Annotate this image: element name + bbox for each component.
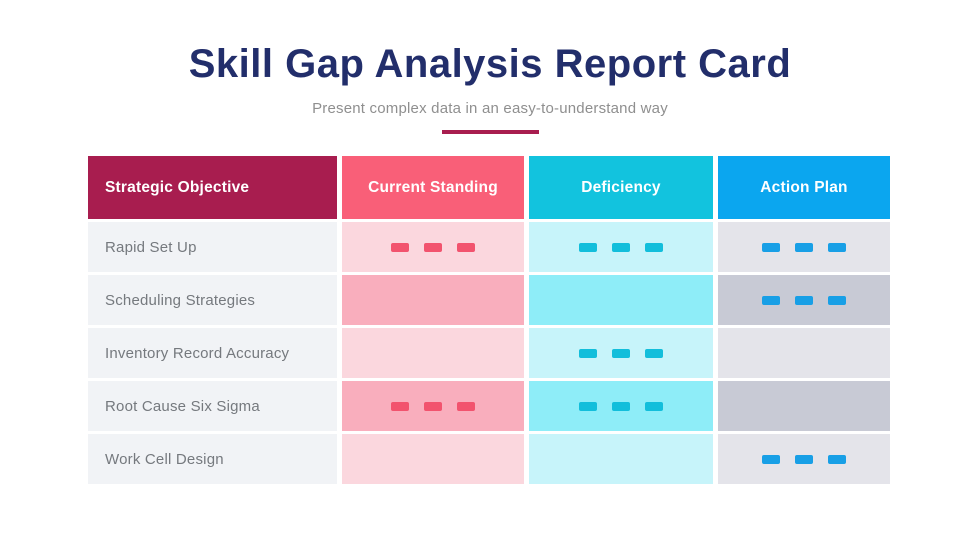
placeholder-dash — [391, 401, 409, 411]
current-cell — [342, 328, 524, 378]
deficiency-cell — [529, 434, 713, 484]
action-cell — [718, 381, 890, 431]
objective-cell: Root Cause Six Sigma — [88, 381, 337, 431]
placeholder-dash — [391, 242, 409, 252]
action-cell — [718, 434, 890, 484]
placeholder-dash — [612, 401, 630, 411]
deficiency-cell — [529, 222, 713, 272]
current-cell — [342, 381, 524, 431]
deficiency-cell — [529, 381, 713, 431]
placeholder-dash — [828, 454, 846, 464]
placeholder-dash — [612, 242, 630, 252]
placeholder-dash — [762, 454, 780, 464]
placeholder-dash — [579, 348, 597, 358]
action-cell — [718, 222, 890, 272]
table-row: Rapid Set Up — [88, 222, 890, 272]
placeholder-dash — [795, 454, 813, 464]
placeholder-dash — [828, 295, 846, 305]
placeholder-dash — [795, 295, 813, 305]
table-row: Work Cell Design — [88, 434, 890, 484]
current-cell — [342, 434, 524, 484]
report-card-table: Strategic Objective Current Standing Def… — [88, 156, 890, 487]
placeholder-dash — [424, 401, 442, 411]
header-cell-deficiency: Deficiency — [529, 156, 713, 219]
table-header-row: Strategic Objective Current Standing Def… — [88, 156, 890, 219]
current-cell — [342, 275, 524, 325]
placeholder-dash — [645, 242, 663, 252]
placeholder-dash — [645, 348, 663, 358]
page-subtitle: Present complex data in an easy-to-under… — [312, 99, 668, 117]
header-cell-action-plan: Action Plan — [718, 156, 890, 219]
placeholder-dash — [762, 295, 780, 305]
table-row: Inventory Record Accuracy — [88, 328, 890, 378]
placeholder-dash — [579, 242, 597, 252]
header-cell-current-standing: Current Standing — [342, 156, 524, 219]
objective-cell: Scheduling Strategies — [88, 275, 337, 325]
page-title: Skill Gap Analysis Report Card — [188, 42, 792, 86]
placeholder-dash — [579, 401, 597, 411]
header-cell-strategic-objective: Strategic Objective — [88, 156, 337, 219]
objective-cell: Inventory Record Accuracy — [88, 328, 337, 378]
placeholder-dash — [795, 242, 813, 252]
objective-cell: Rapid Set Up — [88, 222, 337, 272]
placeholder-dash — [645, 401, 663, 411]
objective-cell: Work Cell Design — [88, 434, 337, 484]
current-cell — [342, 222, 524, 272]
action-cell — [718, 328, 890, 378]
slide-header: Skill Gap Analysis Report Card Present c… — [0, 0, 980, 134]
placeholder-dash — [828, 242, 846, 252]
table-body: Rapid Set Up Scheduling Strategies Invento… — [88, 222, 890, 484]
placeholder-dash — [424, 242, 442, 252]
placeholder-dash — [457, 242, 475, 252]
placeholder-dash — [762, 242, 780, 252]
placeholder-dash — [612, 348, 630, 358]
action-cell — [718, 275, 890, 325]
deficiency-cell — [529, 328, 713, 378]
placeholder-dash — [457, 401, 475, 411]
table-row: Scheduling Strategies — [88, 275, 890, 325]
table-row: Root Cause Six Sigma — [88, 381, 890, 431]
deficiency-cell — [529, 275, 713, 325]
title-divider — [441, 129, 539, 134]
